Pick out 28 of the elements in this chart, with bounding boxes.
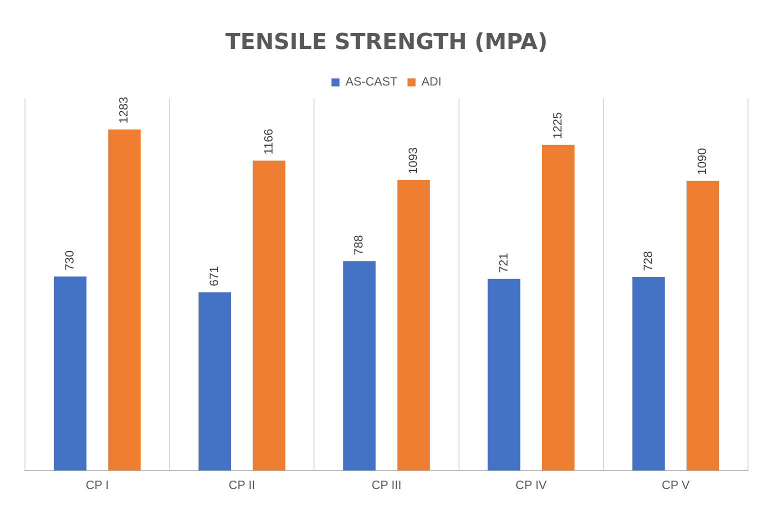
data-label: 721 — [496, 252, 510, 273]
data-label: 671 — [207, 266, 222, 286]
bar — [397, 180, 430, 471]
bar — [686, 180, 720, 471]
data-label: 1225 — [550, 112, 565, 139]
data-label: 788 — [352, 234, 366, 256]
data-label: 1090 — [695, 148, 710, 175]
data-label: 730 — [62, 250, 76, 271]
bar — [108, 130, 141, 471]
bar — [54, 276, 86, 471]
x-tick-label: CP II — [228, 478, 256, 492]
legend-label: ADI — [422, 74, 442, 89]
data-label: 1093 — [406, 146, 420, 174]
bar — [198, 292, 232, 471]
bar — [488, 278, 520, 471]
x-tick-label: CP V — [662, 478, 690, 492]
bar — [632, 277, 665, 471]
data-label: 1283 — [116, 96, 131, 124]
data-label: 1166 — [261, 128, 276, 155]
chart-title: TENSILE STRENGTH (MPA) — [225, 30, 548, 55]
bar — [252, 160, 286, 471]
x-tick-label: CP IV — [516, 478, 547, 492]
bar — [343, 261, 376, 471]
bar — [542, 144, 574, 471]
x-tick-label: CP I — [86, 478, 109, 492]
data-label: 728 — [640, 250, 655, 272]
legend-label: AS-CAST — [345, 74, 398, 89]
x-tick-label: CP III — [372, 478, 402, 492]
